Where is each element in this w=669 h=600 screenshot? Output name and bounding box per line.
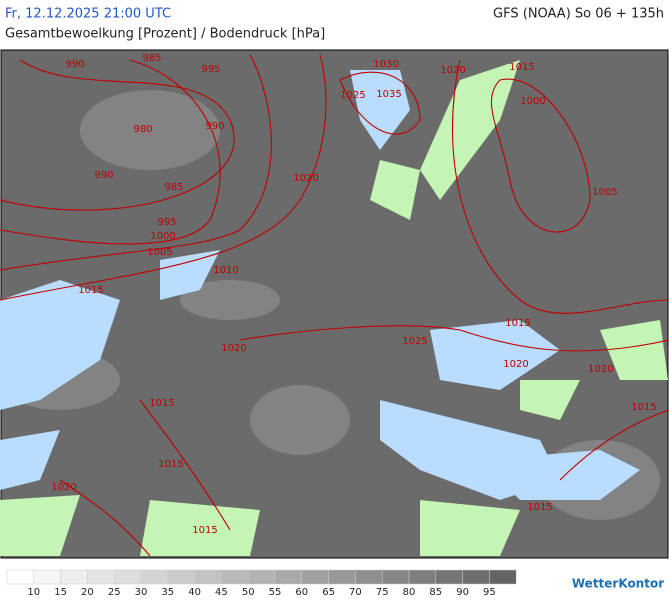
- legend-swatch: [462, 569, 490, 585]
- legend-swatch: [381, 569, 410, 585]
- isobar-label: 995: [201, 64, 220, 75]
- model-run: GFS (NOAA) So 06 + 135h: [493, 7, 664, 22]
- legend: 10 15 20 25 30 35 40 45 50 55 60 65 70 75 80 85 90 95: [6, 569, 517, 598]
- legend-swatch: [33, 569, 61, 585]
- isobar-label: 1020: [51, 482, 76, 493]
- legend-label: 80: [403, 587, 416, 598]
- isobar-label: 1025: [340, 90, 365, 101]
- isobar-label: 1020: [293, 173, 318, 184]
- isobar-label: 1010: [213, 265, 238, 276]
- legend-swatch: [6, 569, 35, 585]
- legend-label: 75: [376, 587, 389, 598]
- legend-swatch: [435, 569, 463, 585]
- isobar-label: 1015: [192, 525, 217, 536]
- map: 990 985 995 980 990 990 985 995 1000 1005 1010 1015…: [0, 49, 669, 559]
- logo: WetterKontor: [572, 577, 664, 591]
- legend-swatch: [355, 569, 383, 585]
- isobar-label: 1015: [78, 285, 103, 296]
- legend-label: 40: [188, 587, 201, 598]
- legend-label: 35: [161, 587, 174, 598]
- legend-label: 65: [322, 587, 335, 598]
- legend-swatch: [408, 569, 437, 585]
- isobar-label: 990: [65, 59, 84, 70]
- legend-swatch: [60, 569, 88, 585]
- legend-label: 30: [135, 587, 148, 598]
- isobar-label: 1020: [221, 343, 246, 354]
- isobar-label: 995: [157, 217, 176, 228]
- date: Fr, 12.12.2025 21:00 UTC: [5, 7, 171, 22]
- isobar-label: 980: [133, 124, 152, 135]
- isobar-label: 1015: [505, 318, 530, 329]
- isobar-label: 985: [164, 182, 183, 193]
- isobar-label: 1000: [520, 96, 545, 107]
- isobar-label: 1030: [373, 59, 398, 70]
- isobar-label: 1025: [402, 336, 427, 347]
- isobar-label: 1020: [588, 364, 613, 375]
- isobar-label: 1035: [376, 89, 401, 100]
- isobar-label: 1005: [147, 247, 172, 258]
- subtitle: Gesamtbewoelkung [Prozent] / Bodendruck …: [5, 27, 325, 42]
- legend-label: 50: [242, 587, 255, 598]
- isobar-label: 1000: [150, 231, 175, 242]
- legend-swatch: [274, 569, 303, 585]
- isobar-label: 990: [94, 170, 113, 181]
- legend-label: 20: [81, 587, 94, 598]
- legend-swatch: [489, 569, 517, 585]
- legend-label: 95: [483, 587, 496, 598]
- legend-swatch: [301, 569, 329, 585]
- legend-swatch: [140, 569, 169, 585]
- isobar-label: 1015: [149, 398, 174, 409]
- legend-label: 70: [349, 587, 362, 598]
- isobar-label: 1015: [158, 459, 183, 470]
- isobar-label: 1015: [527, 502, 552, 513]
- legend-label: 90: [456, 587, 469, 598]
- legend-swatch: [113, 569, 142, 585]
- legend-swatch: [194, 569, 222, 585]
- isobar-label: 990: [205, 121, 224, 132]
- isobar-label: 1020: [503, 359, 528, 370]
- isobar-label: 1015: [509, 62, 534, 73]
- legend-label: 10: [27, 587, 40, 598]
- legend-label: 60: [295, 587, 308, 598]
- legend-label: 45: [215, 587, 228, 598]
- legend-swatch: [328, 569, 356, 585]
- isobar-label: 1015: [631, 402, 656, 413]
- legend-label: 15: [54, 587, 67, 598]
- legend-swatch: [247, 569, 276, 585]
- legend-label: 55: [269, 587, 282, 598]
- isobar-label: 1005: [592, 187, 617, 198]
- isobar-label: 1020: [440, 65, 465, 76]
- legend-swatch: [87, 569, 115, 585]
- legend-label: 85: [429, 587, 442, 598]
- isobar-label: 985: [142, 53, 161, 64]
- legend-swatch: [221, 569, 249, 585]
- legend-label: 25: [108, 587, 121, 598]
- legend-swatch: [167, 569, 195, 585]
